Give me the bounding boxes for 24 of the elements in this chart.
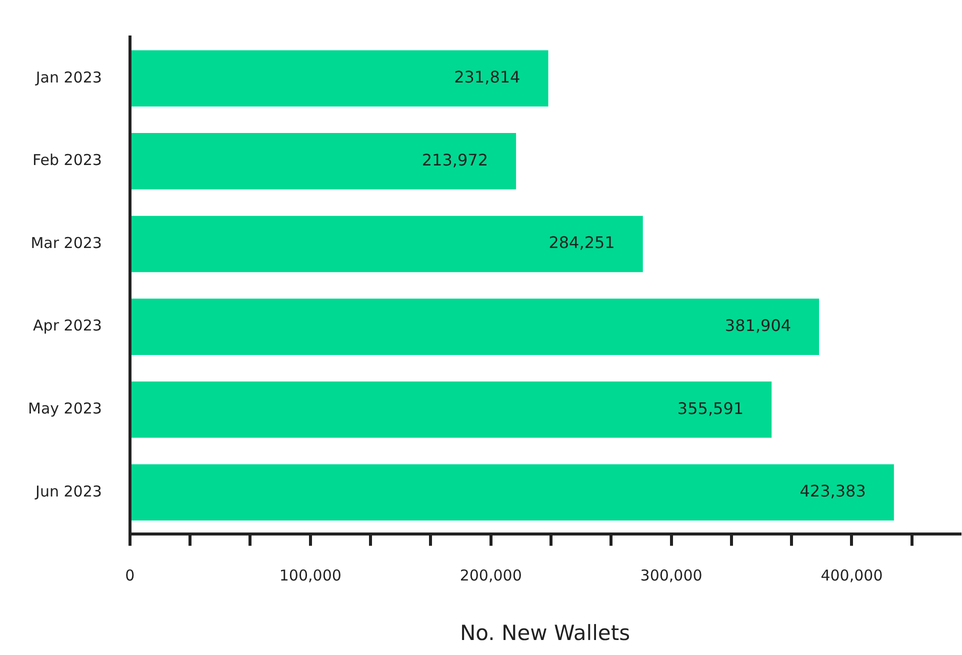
x-tick-label: 100,000 [279, 566, 342, 585]
y-tick-label: May 2023 [28, 399, 102, 418]
y-tick-label: Mar 2023 [30, 234, 102, 252]
y-tick-label: Jun 2023 [34, 482, 102, 500]
x-tick-label: 300,000 [640, 566, 702, 585]
y-tick-label: Apr 2023 [33, 316, 102, 335]
x-tick-label: 400,000 [820, 566, 883, 585]
bar [131, 298, 820, 355]
data-label: 423,383 [800, 482, 866, 501]
y-tick-label: Feb 2023 [32, 151, 102, 170]
bar [131, 50, 548, 107]
data-label: 284,251 [548, 233, 615, 252]
x-tick-label: 0 [125, 566, 135, 585]
data-label: 355,591 [677, 398, 744, 418]
data-label: 213,972 [422, 150, 488, 170]
data-label: 381,904 [724, 316, 792, 335]
bar [131, 464, 894, 521]
bar [131, 216, 643, 272]
y-tick-label: Jan 2023 [34, 68, 102, 86]
bar [131, 381, 772, 438]
x-tick-label: 200,000 [460, 566, 522, 585]
x-axis-title: No. New Wallets [460, 620, 630, 645]
data-label: 231,814 [454, 68, 520, 87]
bar [131, 133, 516, 190]
